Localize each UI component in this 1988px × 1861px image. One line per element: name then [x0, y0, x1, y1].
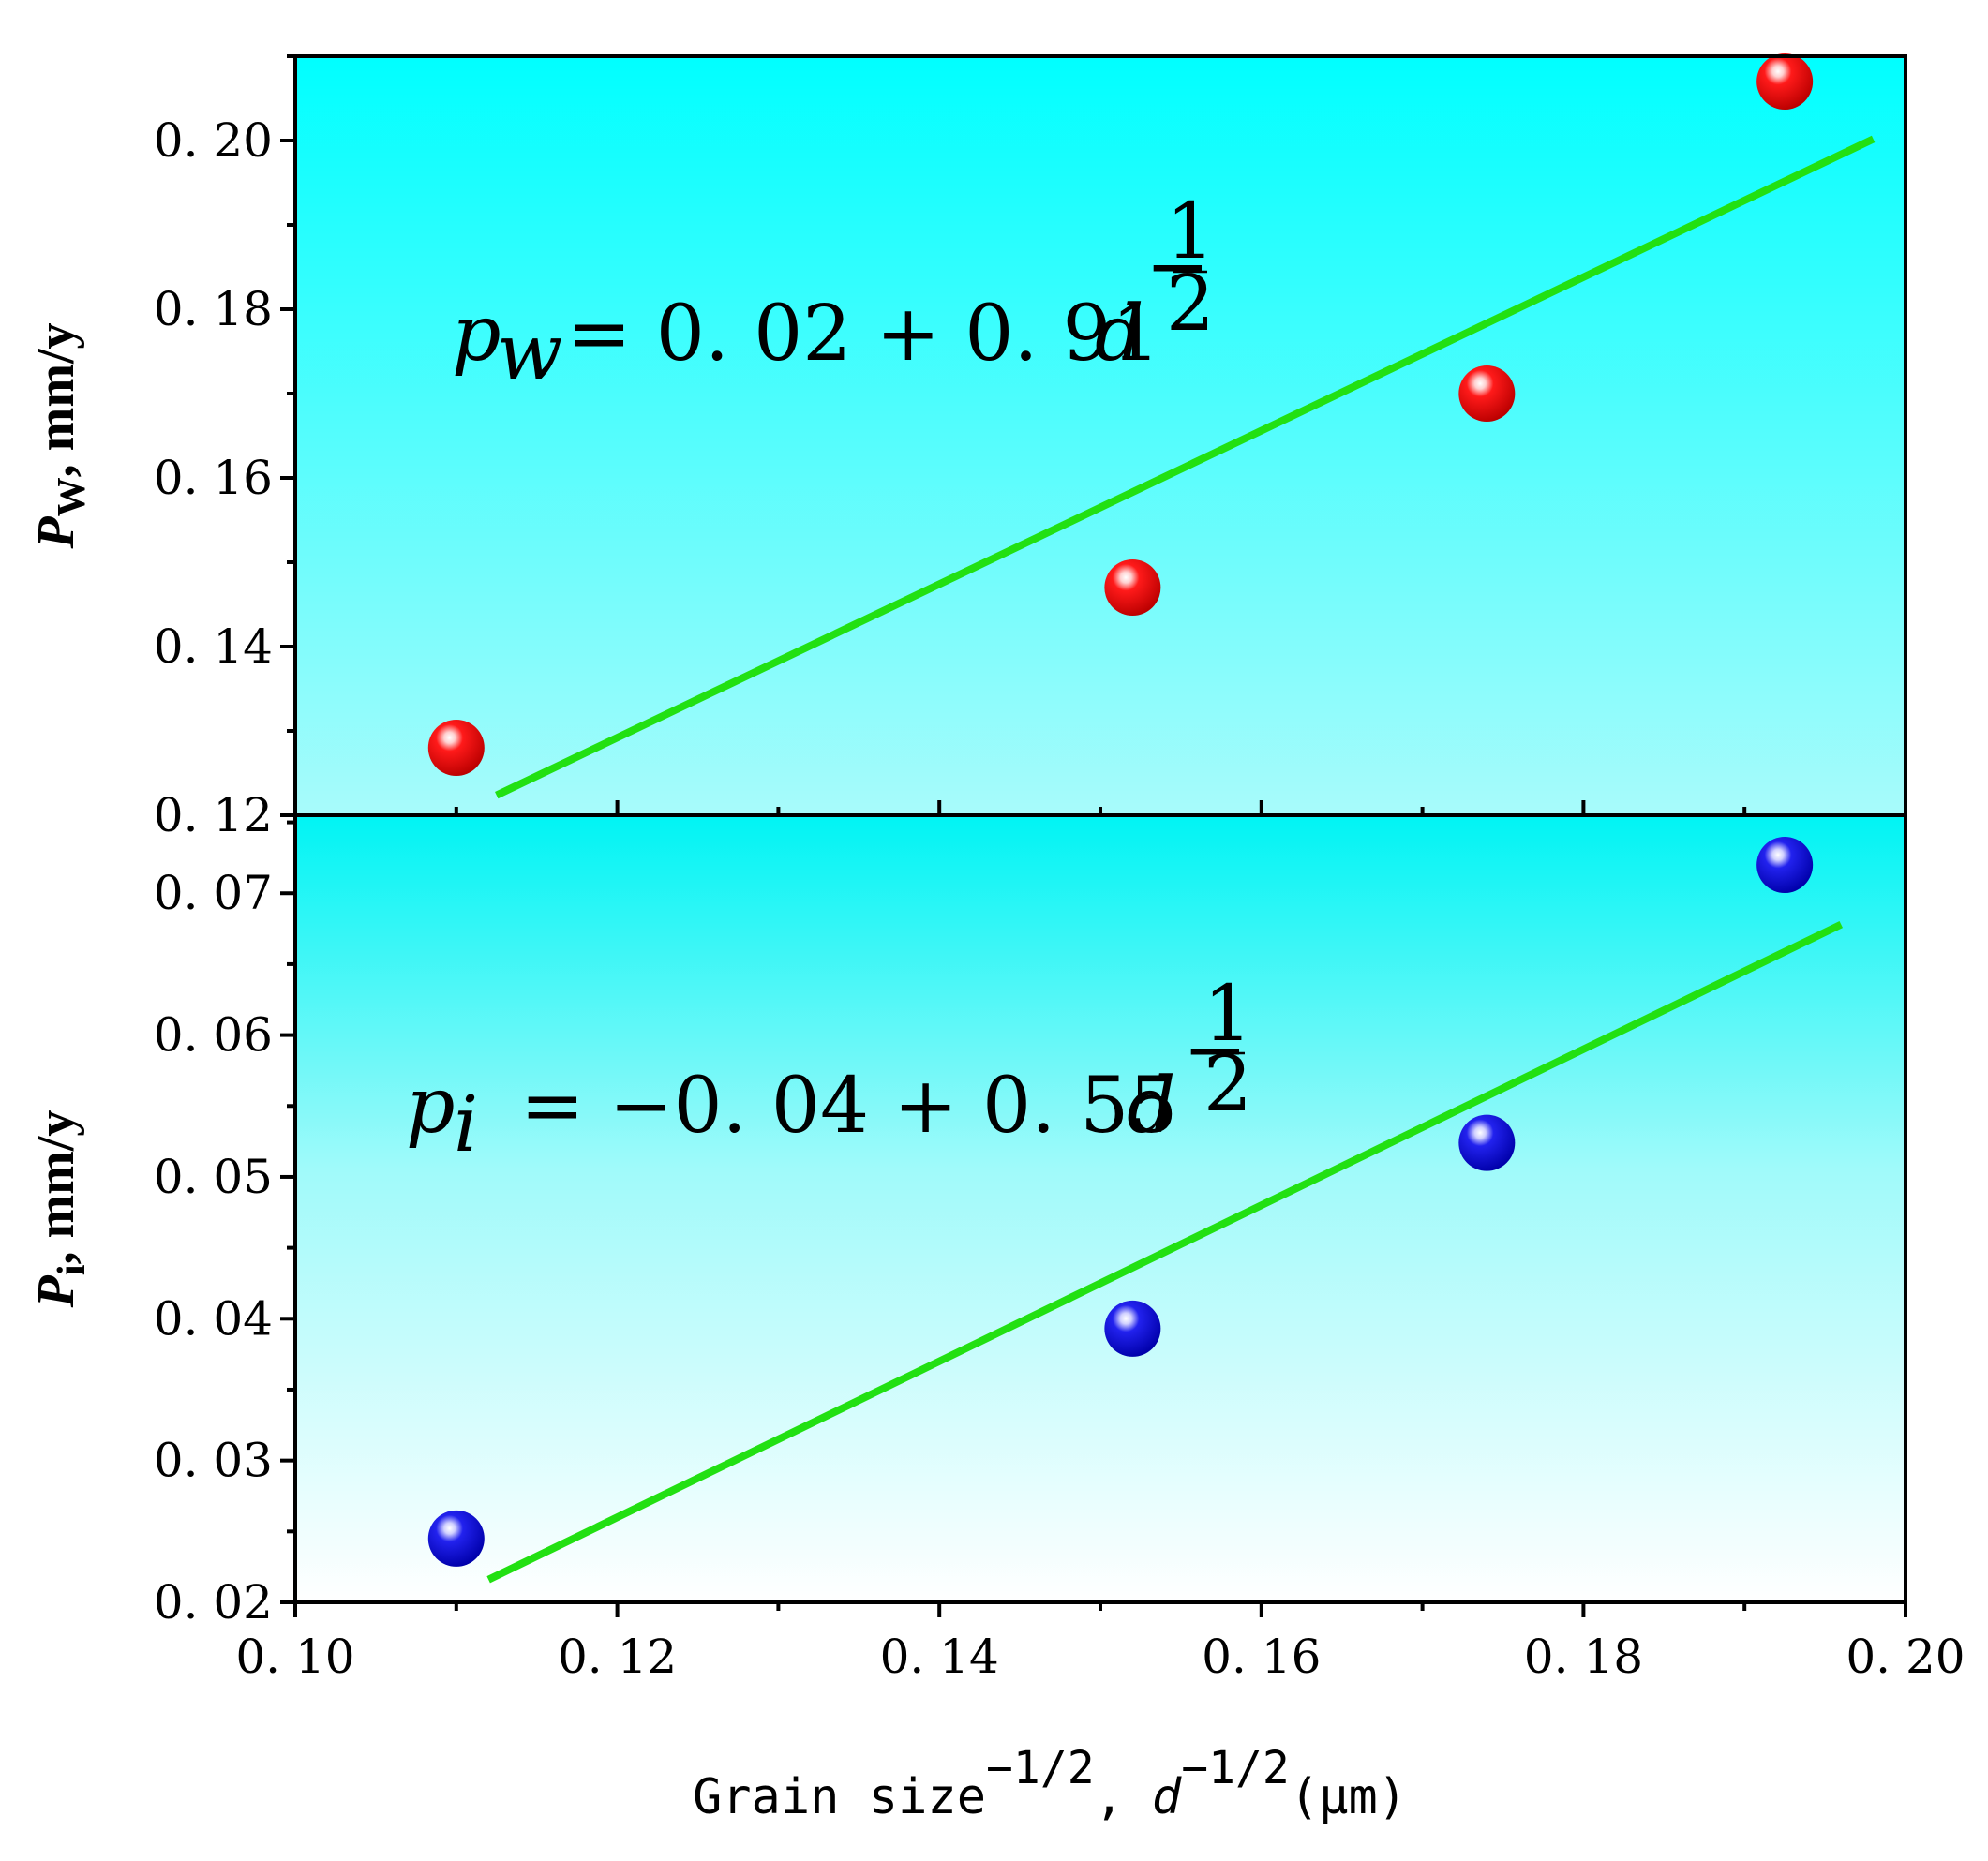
- data-point-top-0: [427, 720, 485, 776]
- x-tick-label: 0. 12: [558, 1630, 677, 1684]
- y-tick-label-bottom: 0. 02: [154, 1575, 273, 1630]
- bottom-y-tick-labels: 0. 02 0. 03 0. 04 0. 05 0. 06 0. 07: [154, 866, 273, 1630]
- bottom-y-axis-title: Pi, mm/y: [27, 1110, 94, 1309]
- data-point-top-1: [1104, 559, 1161, 616]
- svg-text:p: p: [452, 290, 501, 379]
- svg-text:2: 2: [1203, 1040, 1252, 1129]
- y-tick-label-top: 0. 18: [154, 282, 273, 336]
- y-tick-label-top: 0. 16: [154, 451, 273, 505]
- data-point-bottom-3: [1756, 836, 1814, 893]
- svg-text:= 0. 02 + 0. 91: = 0. 02 + 0. 91: [567, 290, 1160, 379]
- top-y-axis-title: PW, mm/y: [27, 322, 94, 549]
- bottom-equation: p i = −0. 04 + 0. 55 d − 1 2: [406, 970, 1252, 1169]
- y-tick-label-bottom: 0. 07: [154, 866, 273, 920]
- y-tick-label-bottom: 0. 06: [154, 1008, 273, 1063]
- svg-text:p: p: [406, 1062, 456, 1151]
- svg-text:d: d: [1095, 290, 1144, 379]
- x-tick-label: 0. 20: [1846, 1630, 1965, 1684]
- svg-text:w: w: [497, 308, 562, 397]
- fit-line-top: [495, 135, 1876, 799]
- svg-text:= −0. 04 + 0. 55: = −0. 04 + 0. 55: [520, 1062, 1178, 1151]
- svg-text:−: −: [1183, 1005, 1248, 1094]
- series-bottom-points: [427, 836, 1814, 1567]
- y-tick-label-bottom: 0. 04: [154, 1291, 273, 1346]
- x-tick-label: 0. 14: [880, 1630, 999, 1684]
- svg-text:i: i: [454, 1080, 478, 1169]
- data-point-bottom-1: [1104, 1300, 1161, 1357]
- x-tick-label: 0. 16: [1202, 1630, 1321, 1684]
- axis-ticks: [280, 54, 1907, 1617]
- top-y-tick-labels: 0. 12 0. 14 0. 16 0. 18 0. 20: [154, 113, 273, 842]
- data-point-top-3: [1756, 53, 1814, 110]
- svg-text:d: d: [1127, 1062, 1176, 1151]
- x-tick-label: 0. 10: [235, 1630, 354, 1684]
- y-tick-label-bottom: 0. 03: [154, 1434, 273, 1488]
- bottom-panel-background: [295, 815, 1906, 1602]
- svg-text:1: 1: [1203, 970, 1252, 1059]
- y-tick-label-top: 0. 20: [154, 113, 273, 168]
- svg-text:2: 2: [1166, 260, 1215, 349]
- y-tick-label-top: 0. 14: [154, 619, 273, 674]
- y-tick-label-top: 0. 12: [154, 788, 273, 842]
- top-equation: p w = 0. 02 + 0. 91 d − 1 2: [452, 187, 1215, 397]
- fit-line-bottom: [486, 920, 1844, 1584]
- x-tick-labels: 0. 10 0. 12 0. 14 0. 16 0. 18 0. 20: [235, 1630, 1965, 1684]
- series-top-points: [427, 53, 1814, 776]
- y-tick-label-bottom: 0. 05: [154, 1150, 273, 1204]
- svg-text:−: −: [1145, 222, 1210, 311]
- data-point-top-2: [1458, 365, 1516, 422]
- svg-text:1: 1: [1166, 187, 1215, 276]
- data-point-bottom-0: [427, 1510, 485, 1567]
- data-point-bottom-2: [1458, 1114, 1516, 1171]
- top-panel-background: [295, 56, 1906, 815]
- x-axis-title: Grain size−1/2, d−1/2(μm): [693, 1742, 1407, 1825]
- x-tick-label: 0. 18: [1524, 1630, 1643, 1684]
